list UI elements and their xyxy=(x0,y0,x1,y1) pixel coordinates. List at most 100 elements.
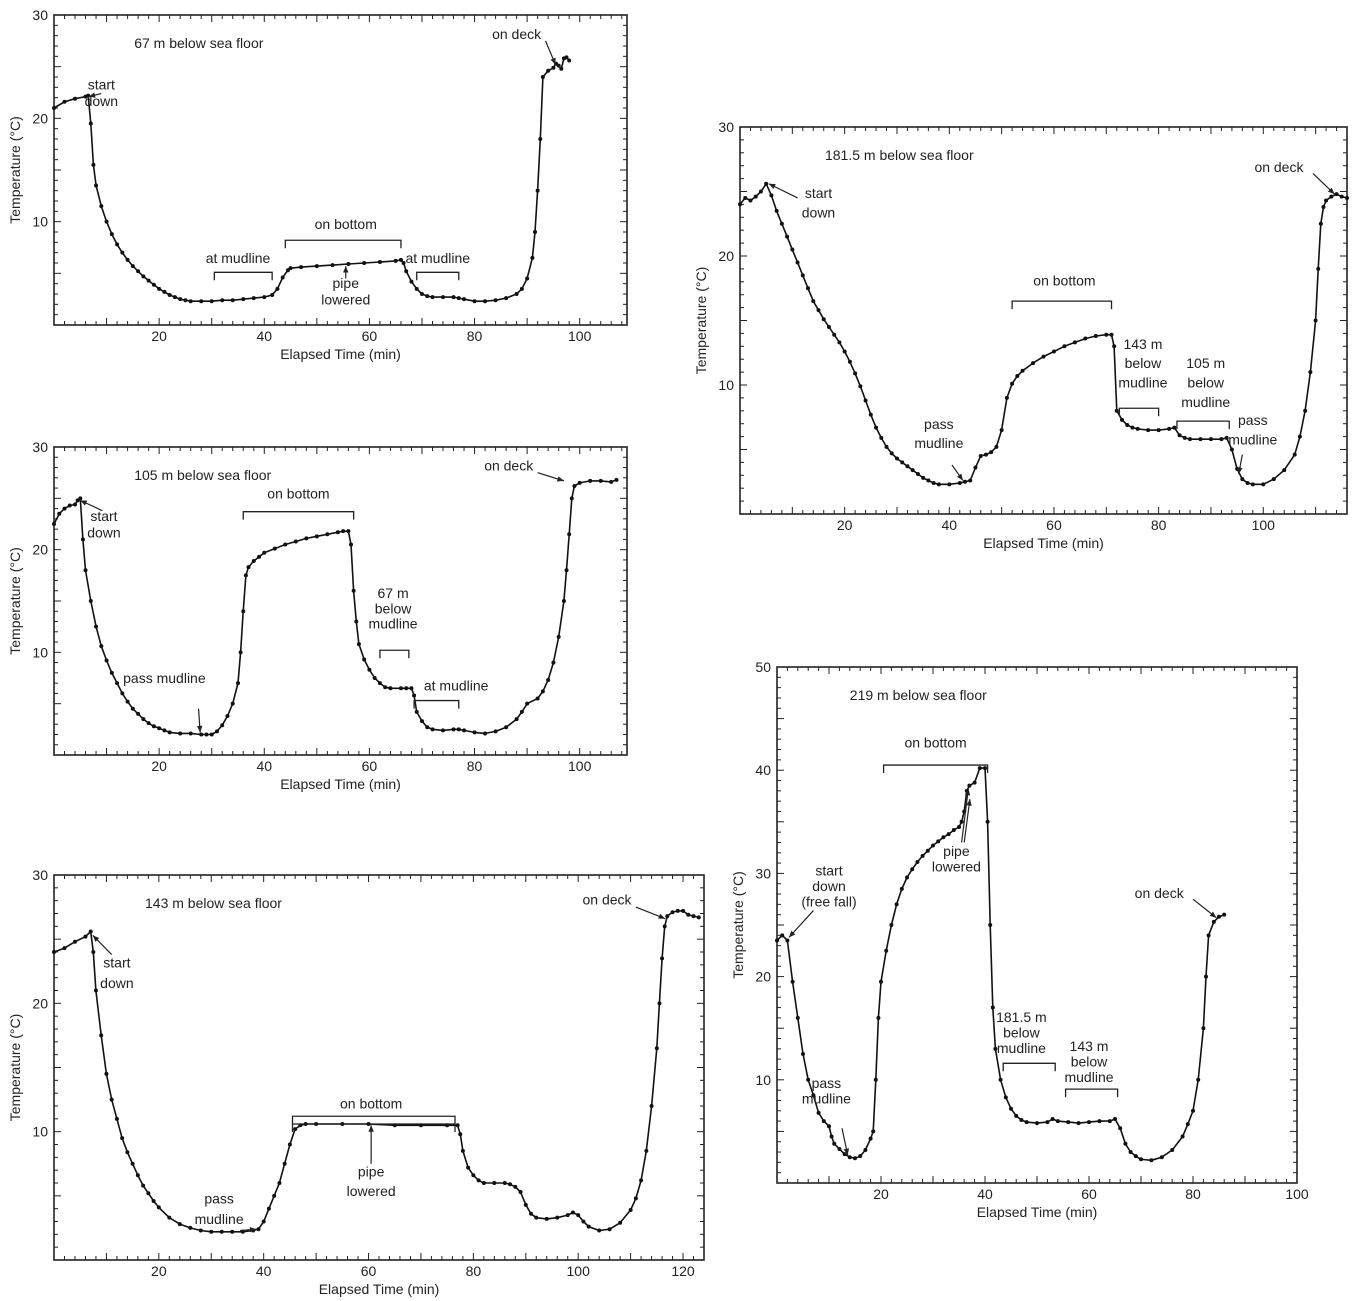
data-point xyxy=(1329,194,1334,199)
annotation-label: on deck xyxy=(484,458,534,474)
data-point xyxy=(99,644,104,649)
data-point xyxy=(167,293,172,298)
annotation-label: below xyxy=(1187,375,1224,391)
data-point xyxy=(441,295,446,300)
data-point xyxy=(256,1227,261,1232)
data-point xyxy=(372,676,377,680)
data-point xyxy=(277,1181,282,1185)
y-tick-label: 20 xyxy=(755,969,771,985)
data-point xyxy=(93,988,98,993)
data-point xyxy=(660,956,665,961)
data-point xyxy=(1324,198,1329,203)
data-point xyxy=(1282,468,1287,473)
data-point xyxy=(551,65,556,70)
data-point xyxy=(905,875,909,880)
annotation-label: pipe xyxy=(943,843,970,859)
annotation-label: start xyxy=(815,862,842,878)
annotation-label: lowered xyxy=(347,1183,396,1199)
data-point xyxy=(1112,344,1117,349)
data-point xyxy=(88,929,93,934)
data-point xyxy=(555,1215,560,1220)
temperature-chart-1: 20 40 60 80 100 10 20 30 Elapsed Time (min) Tempe… xyxy=(7,7,628,362)
data-point xyxy=(657,1001,662,1006)
annotation-label: below xyxy=(1125,355,1162,371)
data-point xyxy=(790,979,795,984)
x-axis-label: Elapsed Time (min) xyxy=(983,535,1104,551)
data-point xyxy=(1114,408,1119,413)
data-point xyxy=(330,263,335,268)
data-point xyxy=(931,843,935,848)
data-point xyxy=(947,482,952,487)
data-point xyxy=(1204,974,1208,979)
data-point xyxy=(441,728,446,733)
data-point xyxy=(967,783,972,788)
data-point xyxy=(569,496,574,501)
data-point xyxy=(847,359,852,364)
data-point xyxy=(238,650,243,655)
annotation-label: mudline xyxy=(369,616,418,632)
data-point xyxy=(801,1052,805,1056)
y-tick-label: 10 xyxy=(32,214,48,230)
data-point xyxy=(1156,428,1161,433)
data-point xyxy=(785,938,790,943)
data-point xyxy=(220,723,225,728)
data-point xyxy=(936,839,941,844)
data-point xyxy=(246,565,251,570)
data-point xyxy=(1125,422,1130,427)
data-point xyxy=(209,1229,214,1234)
data-point xyxy=(458,1132,463,1137)
x-tick-label: 40 xyxy=(942,517,958,533)
data-point xyxy=(214,729,219,734)
annotation-arrow xyxy=(963,799,972,843)
data-point xyxy=(425,294,430,299)
data-point xyxy=(225,713,230,718)
data-point xyxy=(675,908,680,913)
data-point xyxy=(167,1215,172,1220)
y-tick-label: 20 xyxy=(32,542,48,558)
plot-frame xyxy=(53,446,628,756)
data-point xyxy=(1139,1157,1143,1162)
data-point xyxy=(989,450,994,455)
data-point xyxy=(567,58,572,63)
data-point xyxy=(1167,426,1172,431)
data-point xyxy=(146,1191,151,1196)
data-point xyxy=(341,529,346,534)
data-point xyxy=(412,693,417,698)
data-point xyxy=(73,96,78,101)
data-point xyxy=(946,832,951,837)
data-point xyxy=(1191,1108,1195,1113)
x-tick-label: 20 xyxy=(873,1186,889,1202)
annotation-label: on bottom xyxy=(1033,273,1095,289)
data-point xyxy=(91,162,96,167)
data-point xyxy=(1208,437,1213,442)
data-point xyxy=(821,1119,826,1124)
data-point xyxy=(262,550,267,555)
data-point xyxy=(597,1228,602,1233)
data-point xyxy=(1104,332,1109,337)
temperature-chart-4: 20 40 60 80 100 10 20 30 Elapsed Time (min) Tempe… xyxy=(693,119,1349,551)
data-point xyxy=(1093,333,1098,338)
annotation-arrow xyxy=(80,499,103,512)
x-tick-label: 40 xyxy=(977,1186,993,1202)
interval-bracket xyxy=(1011,300,1113,310)
data-point xyxy=(951,828,956,833)
data-point xyxy=(1250,482,1255,487)
data-point xyxy=(314,534,319,539)
data-point xyxy=(493,729,498,734)
y-tick-label: 10 xyxy=(718,377,734,393)
interval-bracket xyxy=(882,764,989,774)
data-point xyxy=(57,511,62,516)
data-point xyxy=(1201,1026,1206,1031)
data-point xyxy=(853,371,858,376)
data-point xyxy=(204,732,209,737)
data-point xyxy=(519,286,524,291)
data-point xyxy=(681,908,686,913)
data-point xyxy=(899,886,904,891)
annotation-label: down xyxy=(85,93,118,109)
data-point xyxy=(567,532,572,537)
y-tick-label: 20 xyxy=(718,248,734,264)
data-point xyxy=(472,299,477,304)
data-point xyxy=(481,1181,486,1185)
data-point xyxy=(362,261,367,265)
annotation-arrow xyxy=(635,906,666,920)
